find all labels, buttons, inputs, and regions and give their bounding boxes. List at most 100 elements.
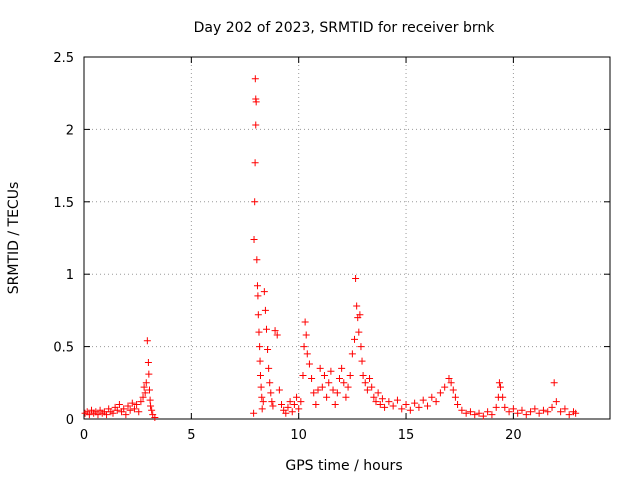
data-point xyxy=(359,372,367,380)
y-tick-label: 1 xyxy=(66,268,74,283)
data-point xyxy=(353,302,361,310)
data-point xyxy=(454,401,462,409)
data-point xyxy=(316,364,324,372)
data-point xyxy=(265,364,273,372)
data-point xyxy=(251,159,259,167)
data-point xyxy=(85,411,93,419)
data-point xyxy=(325,379,333,387)
data-point xyxy=(250,235,258,243)
data-point xyxy=(340,379,348,387)
data-point xyxy=(432,398,440,406)
data-point xyxy=(335,374,343,382)
data-point xyxy=(135,408,143,416)
data-point xyxy=(492,403,500,411)
data-point xyxy=(475,409,483,417)
data-point xyxy=(254,292,262,300)
data-point xyxy=(351,335,359,343)
x-tick-label: 5 xyxy=(187,428,195,443)
data-point xyxy=(411,399,419,407)
data-point xyxy=(535,409,543,417)
data-point xyxy=(302,331,310,339)
data-point xyxy=(402,401,410,409)
data-point xyxy=(312,401,320,409)
data-point xyxy=(572,409,580,417)
data-point xyxy=(310,389,318,397)
data-point xyxy=(539,406,547,414)
data-point xyxy=(257,383,265,391)
data-point xyxy=(531,405,539,413)
data-point xyxy=(124,402,132,410)
data-point xyxy=(301,318,309,326)
data-point xyxy=(258,405,266,413)
data-point xyxy=(381,403,389,411)
data-point xyxy=(527,408,535,416)
data-point xyxy=(522,411,530,419)
data-point xyxy=(94,411,102,419)
data-point xyxy=(344,383,352,391)
data-point xyxy=(509,405,517,413)
data-point xyxy=(462,409,470,417)
data-point xyxy=(300,343,308,351)
data-point xyxy=(552,398,560,406)
data-point xyxy=(128,399,136,407)
data-point xyxy=(308,374,316,382)
data-point xyxy=(331,401,339,409)
data-point xyxy=(144,359,152,367)
y-tick-label: 2 xyxy=(66,123,74,138)
data-point xyxy=(258,393,266,401)
data-point xyxy=(141,389,149,397)
data-point xyxy=(363,386,371,394)
data-point xyxy=(458,406,466,414)
data-point xyxy=(109,409,117,417)
data-point xyxy=(264,345,272,353)
data-point xyxy=(449,386,457,394)
chart-title: Day 202 of 2023, SRMTID for receiver brn… xyxy=(194,20,496,36)
data-point xyxy=(501,403,509,411)
x-tick-labels: 0 5 10 15 20 xyxy=(80,428,522,443)
data-point xyxy=(355,328,363,336)
data-point xyxy=(286,398,294,406)
data-point xyxy=(145,386,153,394)
data-point xyxy=(499,393,507,401)
data-point xyxy=(290,401,298,409)
x-tick-label: 20 xyxy=(505,428,522,443)
data-point xyxy=(406,406,414,414)
data-point xyxy=(441,383,449,391)
y-tick-label: 1.5 xyxy=(53,196,74,211)
data-point xyxy=(273,331,281,339)
data-point xyxy=(389,402,397,410)
data-point xyxy=(148,406,156,414)
data-point xyxy=(122,411,130,419)
data-point xyxy=(356,311,364,319)
data-point xyxy=(372,398,380,406)
data-point xyxy=(323,393,331,401)
data-point xyxy=(368,383,376,391)
data-point xyxy=(327,367,335,375)
data-point xyxy=(471,411,479,419)
data-point xyxy=(428,393,436,401)
data-point xyxy=(550,379,558,387)
data-point xyxy=(385,398,393,406)
data-point xyxy=(251,75,259,83)
data-point xyxy=(436,389,444,397)
data-point xyxy=(255,328,263,336)
y-axis-title: SRMTID / TECUs xyxy=(6,182,22,295)
data-point xyxy=(366,374,374,382)
data-point xyxy=(361,379,369,387)
data-point xyxy=(342,393,350,401)
data-point xyxy=(445,374,453,382)
data-point xyxy=(260,288,268,296)
data-point xyxy=(352,275,360,283)
data-point xyxy=(393,396,401,404)
data-point xyxy=(145,370,153,378)
data-point xyxy=(256,343,264,351)
data-point xyxy=(137,398,145,406)
data-point xyxy=(497,383,505,391)
data-point xyxy=(282,409,290,417)
data-point xyxy=(269,402,277,410)
data-point xyxy=(259,398,267,406)
data-point xyxy=(357,343,365,351)
data-point xyxy=(256,372,264,380)
data-point xyxy=(398,405,406,413)
data-point xyxy=(271,327,279,335)
